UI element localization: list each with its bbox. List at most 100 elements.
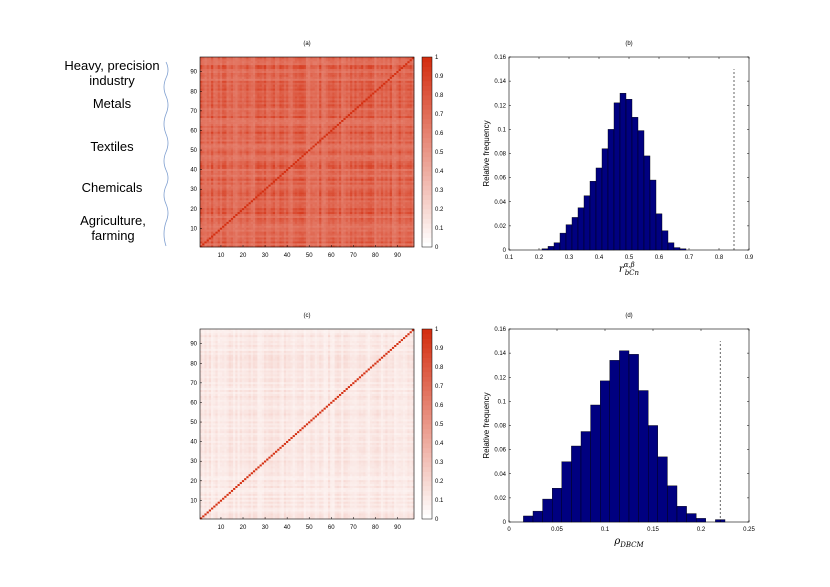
- heatmap-cell: [381, 227, 384, 229]
- heatmap-cell: [211, 200, 214, 202]
- heatmap-cell: [293, 194, 296, 196]
- heatmap-cell: [379, 165, 382, 167]
- heatmap-cell: [308, 204, 311, 206]
- heatmap-cell: [297, 200, 300, 202]
- heatmap-cell: [200, 155, 203, 157]
- heatmap-cell: [264, 216, 267, 218]
- heatmap-cell: [275, 176, 278, 178]
- heatmap-cell: [240, 163, 243, 165]
- heatmap-cell: [352, 163, 355, 165]
- heatmap-cell: [288, 225, 291, 227]
- heatmap-cell: [346, 188, 349, 190]
- heatmap-cell: [200, 157, 203, 159]
- heatmap-cell: [317, 180, 320, 182]
- heatmap-cell: [370, 231, 373, 233]
- heatmap-cell: [383, 165, 386, 167]
- heatmap-cell: [222, 243, 225, 245]
- heatmap-cell: [343, 220, 346, 222]
- heatmap-cell: [343, 235, 346, 237]
- heatmap-cell: [346, 198, 349, 200]
- heatmap-cell: [246, 231, 249, 233]
- heatmap-cell: [324, 159, 327, 161]
- heatmap-cell: [306, 196, 309, 198]
- heatmap-cell: [220, 223, 223, 225]
- heatmap-cell: [368, 206, 371, 208]
- heatmap-cell: [343, 147, 346, 149]
- heatmap-cell: [262, 214, 265, 216]
- heatmap-cell: [324, 186, 327, 188]
- heatmap-cell: [324, 237, 327, 239]
- heatmap-cell: [211, 220, 214, 222]
- heatmap-cell: [326, 235, 329, 237]
- heatmap-cell: [204, 202, 207, 204]
- heatmap-cell: [346, 151, 349, 153]
- heatmap-cell: [202, 222, 205, 224]
- heatmap-cell: [271, 176, 274, 178]
- heatmap-cell: [315, 237, 318, 239]
- heatmap-cell: [363, 202, 366, 204]
- heatmap-cell: [354, 153, 357, 155]
- heatmap-cell: [310, 157, 313, 159]
- heatmap-cell: [204, 188, 207, 190]
- heatmap-cell: [224, 165, 227, 167]
- heatmap-cell: [286, 227, 289, 229]
- heatmap-cell: [392, 210, 395, 212]
- heatmap-cell: [346, 163, 349, 165]
- heatmap-cell: [295, 188, 298, 190]
- heatmap-cell: [233, 196, 236, 198]
- heatmap-cell: [390, 227, 393, 229]
- heatmap-cell: [220, 190, 223, 192]
- heatmap-cell: [407, 231, 410, 233]
- heatmap-cell: [381, 200, 384, 202]
- heatmap-cell: [394, 212, 397, 214]
- heatmap-cell: [357, 198, 360, 200]
- heatmap-cell: [365, 243, 368, 245]
- heatmap-cell: [381, 176, 384, 178]
- heatmap-cell: [354, 178, 357, 180]
- heatmap-cell: [315, 163, 318, 165]
- heatmap-cell: [354, 163, 357, 165]
- heatmap-cell: [374, 171, 377, 173]
- heatmap-cell: [317, 204, 320, 206]
- heatmap-cell: [399, 237, 402, 239]
- heatmap-cell: [330, 222, 333, 224]
- heatmap-cell: [218, 176, 221, 178]
- heatmap-cell: [410, 151, 413, 153]
- heatmap-cell: [335, 151, 338, 153]
- heatmap-cell: [321, 163, 324, 165]
- heatmap-cell: [242, 169, 245, 171]
- heatmap-cell: [410, 202, 413, 204]
- heatmap-cell: [306, 149, 309, 151]
- heatmap-cell: [337, 243, 340, 245]
- heatmap-cell: [211, 223, 214, 225]
- heatmap-cell: [410, 173, 413, 175]
- heatmap-cell: [388, 163, 391, 165]
- heatmap-cell: [279, 202, 282, 204]
- heatmap-cell: [350, 153, 353, 155]
- heatmap-cell: [348, 223, 351, 225]
- heatmap-cell: [271, 175, 274, 177]
- heatmap-cell: [407, 212, 410, 214]
- heatmap-cell: [405, 169, 408, 171]
- heatmap-cell: [231, 167, 234, 169]
- heatmap-cell: [249, 223, 252, 225]
- heatmap-cell: [335, 233, 338, 235]
- heatmap-cell: [293, 220, 296, 222]
- heatmap-cell: [306, 151, 309, 153]
- heatmap-cell: [321, 196, 324, 198]
- heatmap-cell: [385, 161, 388, 163]
- heatmap-cell: [255, 157, 258, 159]
- heatmap-cell: [370, 204, 373, 206]
- heatmap-cell: [244, 157, 247, 159]
- heatmap-cell: [275, 239, 278, 241]
- heatmap-cell: [260, 173, 263, 175]
- heatmap-cell: [317, 196, 320, 198]
- heatmap-cell: [383, 184, 386, 186]
- heatmap-cell: [238, 225, 241, 227]
- heatmap-cell: [209, 153, 212, 155]
- heatmap-cell: [231, 165, 234, 167]
- heatmap-cell: [396, 204, 399, 206]
- heatmap-cell: [335, 182, 338, 184]
- heatmap-cell: [365, 153, 368, 155]
- heatmap-cell: [388, 222, 391, 224]
